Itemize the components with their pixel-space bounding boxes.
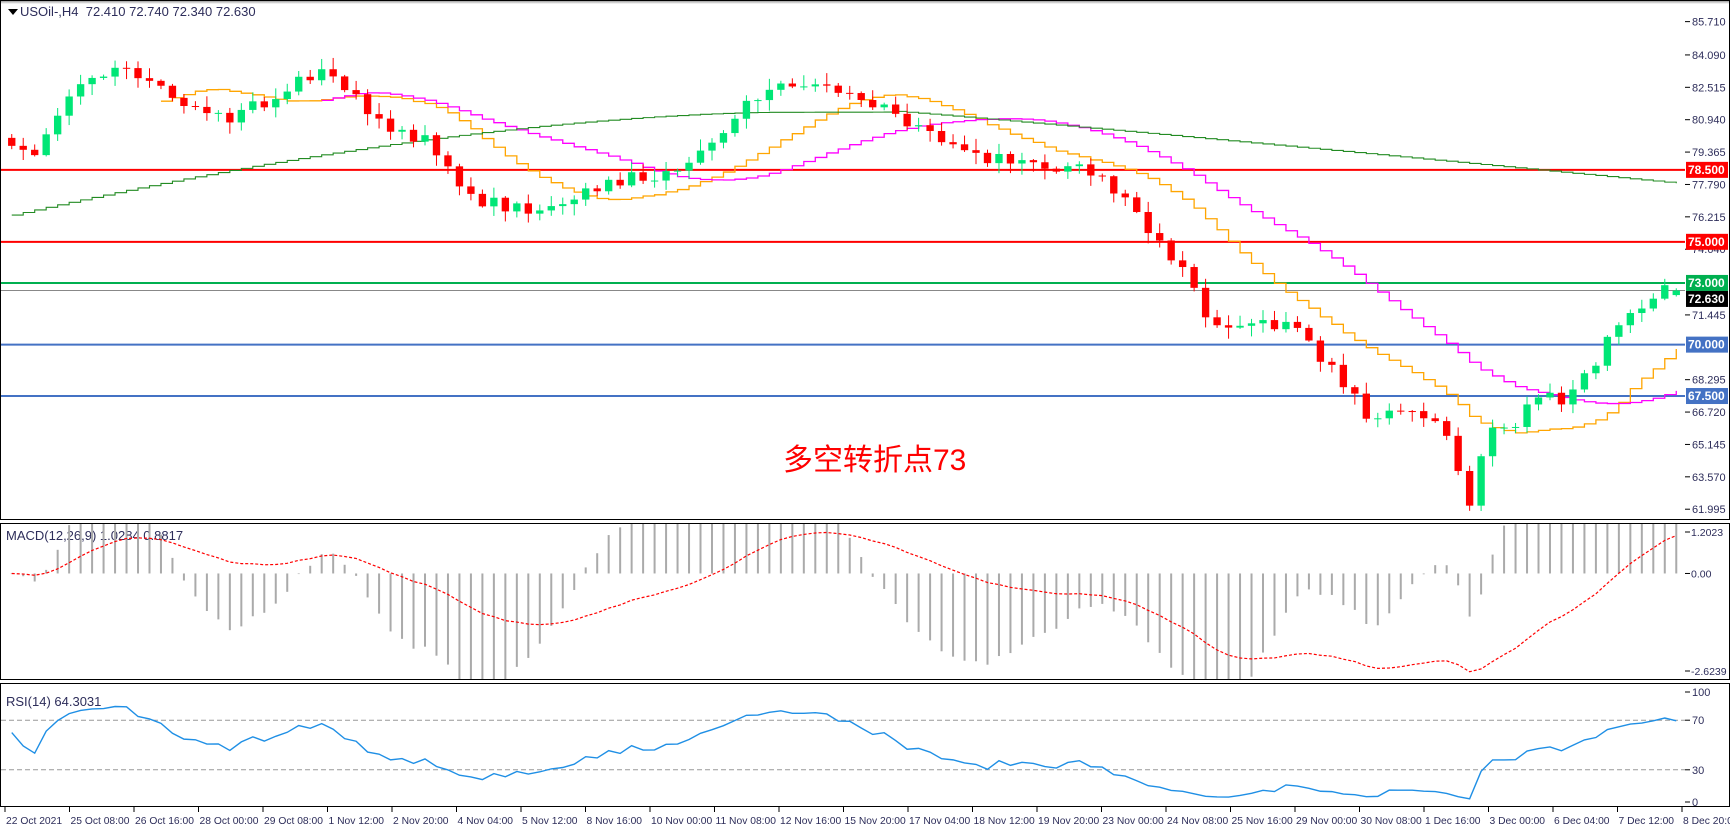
svg-text:18 Nov 12:00: 18 Nov 12:00 [974, 816, 1036, 827]
svg-text:19 Nov 20:00: 19 Nov 20:00 [1038, 816, 1100, 827]
svg-text:12 Nov 16:00: 12 Nov 16:00 [780, 816, 842, 827]
svg-text:82.515: 82.515 [1692, 82, 1726, 94]
svg-text:0: 0 [1692, 797, 1698, 809]
svg-text:73.000: 73.000 [1688, 276, 1725, 290]
svg-text:84.090: 84.090 [1692, 50, 1726, 62]
svg-text:29 Nov 00:00: 29 Nov 00:00 [1296, 816, 1358, 827]
svg-text:72.630: 72.630 [1688, 292, 1725, 306]
svg-text:70.000: 70.000 [1688, 338, 1725, 352]
svg-text:24 Nov 08:00: 24 Nov 08:00 [1167, 816, 1229, 827]
svg-text:15 Nov 20:00: 15 Nov 20:00 [845, 816, 907, 827]
svg-text:-2.6239: -2.6239 [1691, 666, 1727, 678]
svg-text:11 Nov 08:00: 11 Nov 08:00 [716, 816, 777, 827]
svg-text:4 Nov 04:00: 4 Nov 04:00 [458, 816, 514, 827]
svg-text:1 Dec 16:00: 1 Dec 16:00 [1425, 816, 1481, 827]
svg-text:10 Nov 00:00: 10 Nov 00:00 [651, 816, 713, 827]
svg-text:25 Oct 08:00: 25 Oct 08:00 [71, 816, 130, 827]
svg-text:22 Oct 2021: 22 Oct 2021 [6, 816, 62, 827]
svg-text:85.710: 85.710 [1692, 17, 1726, 29]
svg-text:17 Nov 04:00: 17 Nov 04:00 [909, 816, 971, 827]
svg-text:61.995: 61.995 [1692, 504, 1726, 516]
svg-text:8 Dec 20:00: 8 Dec 20:00 [1683, 816, 1730, 827]
svg-text:2 Nov 20:00: 2 Nov 20:00 [393, 816, 449, 827]
svg-text:28 Oct 00:00: 28 Oct 00:00 [200, 816, 259, 827]
svg-text:63.570: 63.570 [1692, 472, 1726, 484]
svg-text:8 Nov 16:00: 8 Nov 16:00 [587, 816, 643, 827]
svg-text:70: 70 [1692, 715, 1704, 727]
svg-text:1 Nov 12:00: 1 Nov 12:00 [329, 816, 385, 827]
svg-text:1.2023: 1.2023 [1691, 527, 1723, 539]
svg-text:0.00: 0.00 [1691, 568, 1712, 580]
svg-text:66.720: 66.720 [1692, 407, 1726, 419]
svg-text:78.500: 78.500 [1688, 163, 1725, 177]
svg-text:25 Nov 16:00: 25 Nov 16:00 [1232, 816, 1294, 827]
svg-text:30: 30 [1692, 765, 1704, 777]
svg-text:68.295: 68.295 [1692, 375, 1726, 387]
svg-text:77.790: 77.790 [1692, 179, 1726, 191]
svg-text:26 Oct 16:00: 26 Oct 16:00 [135, 816, 194, 827]
svg-text:75.000: 75.000 [1688, 235, 1725, 249]
svg-text:79.365: 79.365 [1692, 147, 1726, 159]
svg-text:30 Nov 08:00: 30 Nov 08:00 [1361, 816, 1423, 827]
svg-text:71.445: 71.445 [1692, 310, 1726, 322]
svg-text:7 Dec 12:00: 7 Dec 12:00 [1619, 816, 1675, 827]
svg-text:6 Dec 04:00: 6 Dec 04:00 [1554, 816, 1610, 827]
svg-text:67.500: 67.500 [1688, 389, 1725, 403]
svg-text:3 Dec 00:00: 3 Dec 00:00 [1490, 816, 1546, 827]
svg-text:80.940: 80.940 [1692, 115, 1726, 127]
svg-text:29 Oct 08:00: 29 Oct 08:00 [264, 816, 323, 827]
svg-text:23 Nov 00:00: 23 Nov 00:00 [1103, 816, 1165, 827]
svg-text:65.145: 65.145 [1692, 439, 1726, 451]
svg-text:100: 100 [1692, 687, 1710, 699]
svg-text:76.215: 76.215 [1692, 212, 1726, 224]
svg-text:5 Nov 12:00: 5 Nov 12:00 [522, 816, 578, 827]
